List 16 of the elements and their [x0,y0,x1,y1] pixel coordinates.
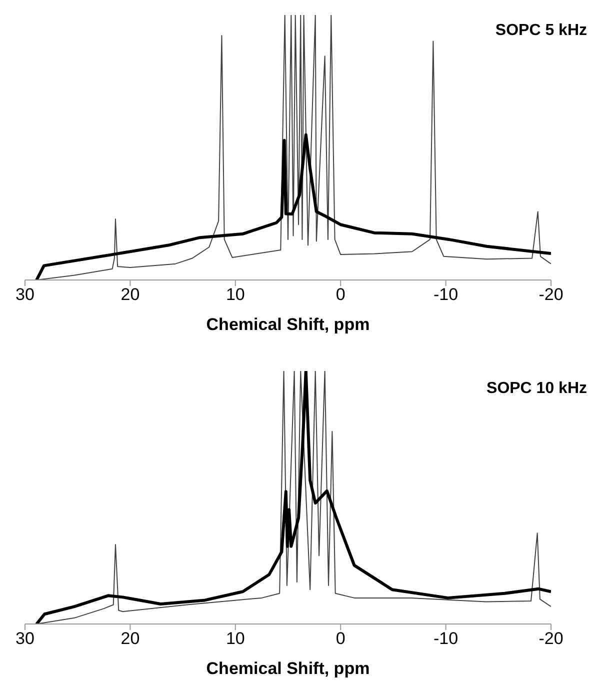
text: SOPC 10 kHz [486,380,587,398]
x-axis-title: Chemical Shift, ppm [206,659,370,678]
x-tick-label: -10 [434,629,458,648]
x-tick-label: 30 [16,629,34,648]
x-tick-label: -10 [434,285,458,304]
x-tick-label: 0 [336,285,346,304]
x-tick-label: 10 [226,285,245,304]
x-tick-label: 20 [120,285,140,304]
x-tick-label: 10 [226,629,245,648]
x-tick-label: -20 [538,629,564,648]
x-tick-label: 20 [120,629,140,648]
chart-title: SOPC 5 kHz [495,22,587,40]
x-tick-label: 30 [16,285,34,304]
x-tick-label: 0 [336,629,346,648]
x-axis-title: Chemical Shift, ppm [206,315,370,334]
x-tick-label: -20 [538,285,564,304]
